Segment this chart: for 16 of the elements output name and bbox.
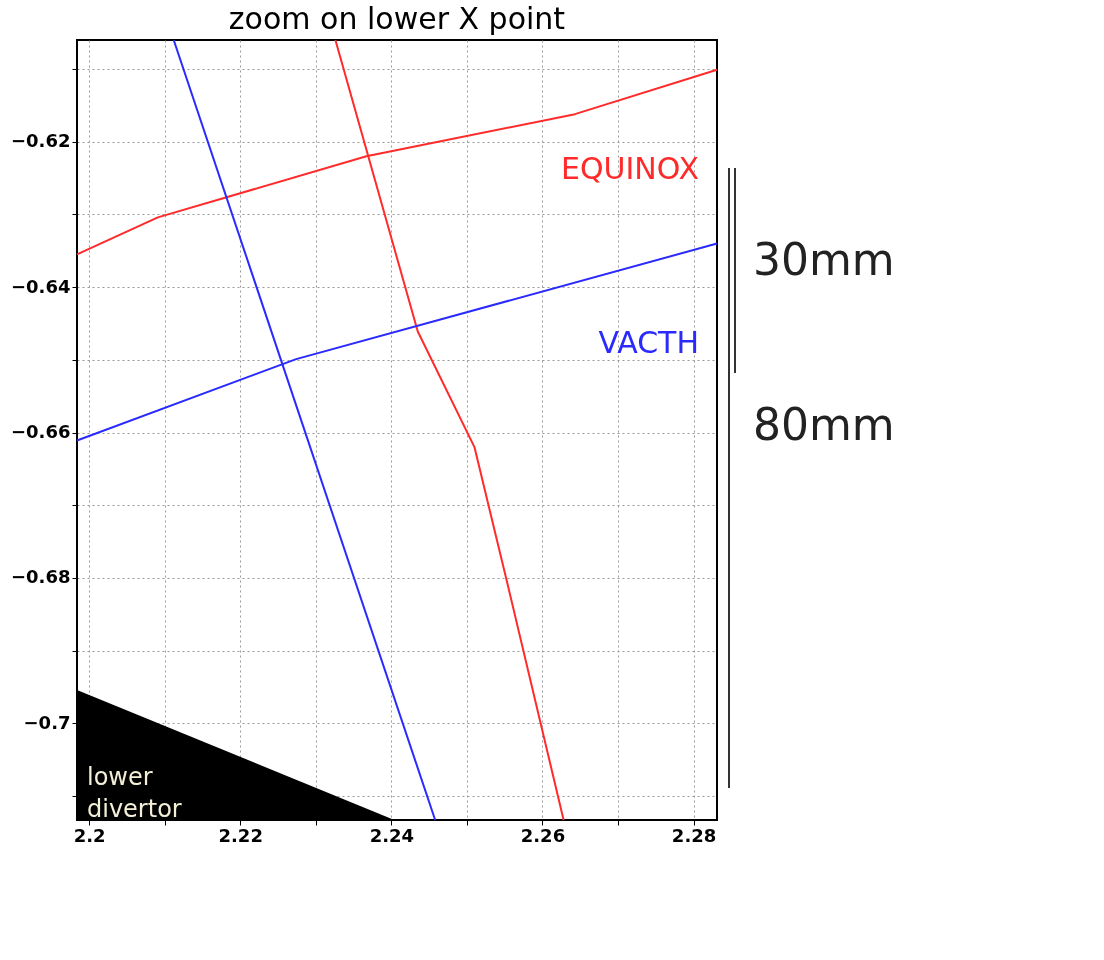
x-tick-label: 2.26 — [520, 824, 566, 846]
x-tick-label: 2.2 — [73, 824, 106, 846]
y-tick-label: −0.66 — [11, 421, 71, 443]
y-tick-label: −0.64 — [11, 275, 71, 297]
y-tick-label: −0.7 — [23, 711, 71, 733]
text: 30mm — [753, 234, 895, 285]
series-label: EQUINOX — [560, 150, 699, 186]
chart-title: zoom on lower X point — [228, 1, 566, 36]
y-tick-label: −0.62 — [11, 130, 71, 152]
y-tick-label: −0.68 — [11, 566, 71, 588]
x-tick-label: 2.28 — [671, 824, 717, 846]
x-tick-label: 2.22 — [218, 824, 263, 846]
x-tick-label: 2.24 — [369, 824, 415, 846]
series-label: VACTH — [598, 324, 699, 360]
annotation: lower divertor — [87, 763, 182, 823]
text: 80mm — [753, 399, 895, 450]
